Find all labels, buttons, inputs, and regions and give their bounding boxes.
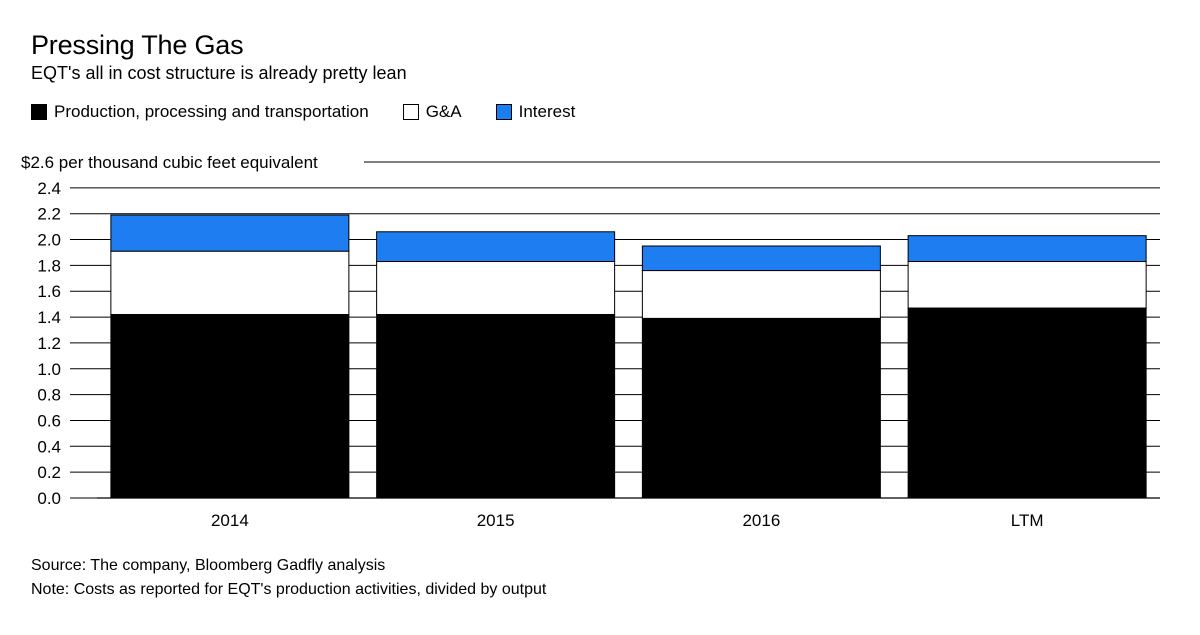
legend-swatch-production — [31, 104, 47, 120]
y-tick-label: 1.4 — [37, 308, 61, 327]
bar-production — [907, 307, 1147, 499]
y-tick-label: 0.0 — [37, 489, 61, 508]
legend-swatch-interest — [495, 104, 512, 120]
legend-label-ga: G&A — [425, 102, 462, 121]
x-tick-label: LTM — [1011, 511, 1044, 530]
bar-interest — [907, 235, 1147, 263]
x-tick-label: 2016 — [742, 511, 780, 530]
y-tick-label: 1.2 — [37, 334, 61, 353]
y-tick-label: 2.0 — [37, 231, 61, 250]
y-tick-label: 2.4 — [37, 179, 61, 198]
legend: Production, processing and transportatio… — [31, 102, 609, 122]
y-tick-label: 0.2 — [37, 463, 61, 482]
bar-ga — [110, 250, 350, 315]
legend-item-interest: Interest — [495, 102, 576, 122]
bar-interest — [110, 214, 350, 252]
bar-ga — [907, 261, 1147, 309]
y-tick-label: 0.4 — [37, 437, 61, 456]
x-axis-labels: 2014 2015 2016 LTM — [211, 511, 1044, 530]
x-tick-label: 2014 — [211, 511, 249, 530]
legend-item-ga: G&A — [402, 102, 462, 122]
bar-production — [376, 313, 616, 499]
source-note: Source: The company, Bloomberg Gadfly an… — [31, 557, 386, 574]
y-axis-ticks: 0.0 0.2 0.4 0.6 0.8 1.0 1.2 1.4 1.6 1.8 2.0 2.2 2.4 $… — [21, 153, 318, 508]
footnote: Note: Costs as reported for EQT's produc… — [31, 581, 547, 598]
legend-swatch-ga — [402, 104, 419, 120]
bar-production — [641, 317, 881, 499]
bar-production — [110, 313, 350, 499]
bar-interest — [641, 245, 881, 272]
bar-ga — [376, 261, 616, 315]
legend-item-production: Production, processing and transportatio… — [31, 102, 369, 122]
y-tick-label: 1.6 — [37, 282, 61, 301]
chart-title: Pressing The Gas — [31, 30, 244, 60]
bars — [97, 214, 1160, 499]
legend-label-interest: Interest — [518, 102, 576, 121]
bar-ga — [641, 270, 881, 319]
y-tick-label: 0.8 — [37, 386, 61, 405]
stacked-bar-chart: 0.0 0.2 0.4 0.6 0.8 1.0 1.2 1.4 1.6 1.8 2.0 2.2 2.4 $… — [21, 153, 1160, 530]
legend-label-production: Production, processing and transportatio… — [54, 102, 369, 121]
y-tick-label: 1.8 — [37, 256, 61, 275]
chart-subtitle: EQT's all in cost structure is already p… — [31, 63, 407, 83]
y-tick-label: 1.0 — [37, 360, 61, 379]
bar-interest — [376, 231, 616, 263]
y-axis-title: $2.6 per thousand cubic feet equivalent — [21, 153, 318, 172]
x-tick-label: 2015 — [477, 511, 515, 530]
y-tick-label: 2.2 — [37, 205, 61, 224]
y-tick-label: 0.6 — [37, 411, 61, 430]
